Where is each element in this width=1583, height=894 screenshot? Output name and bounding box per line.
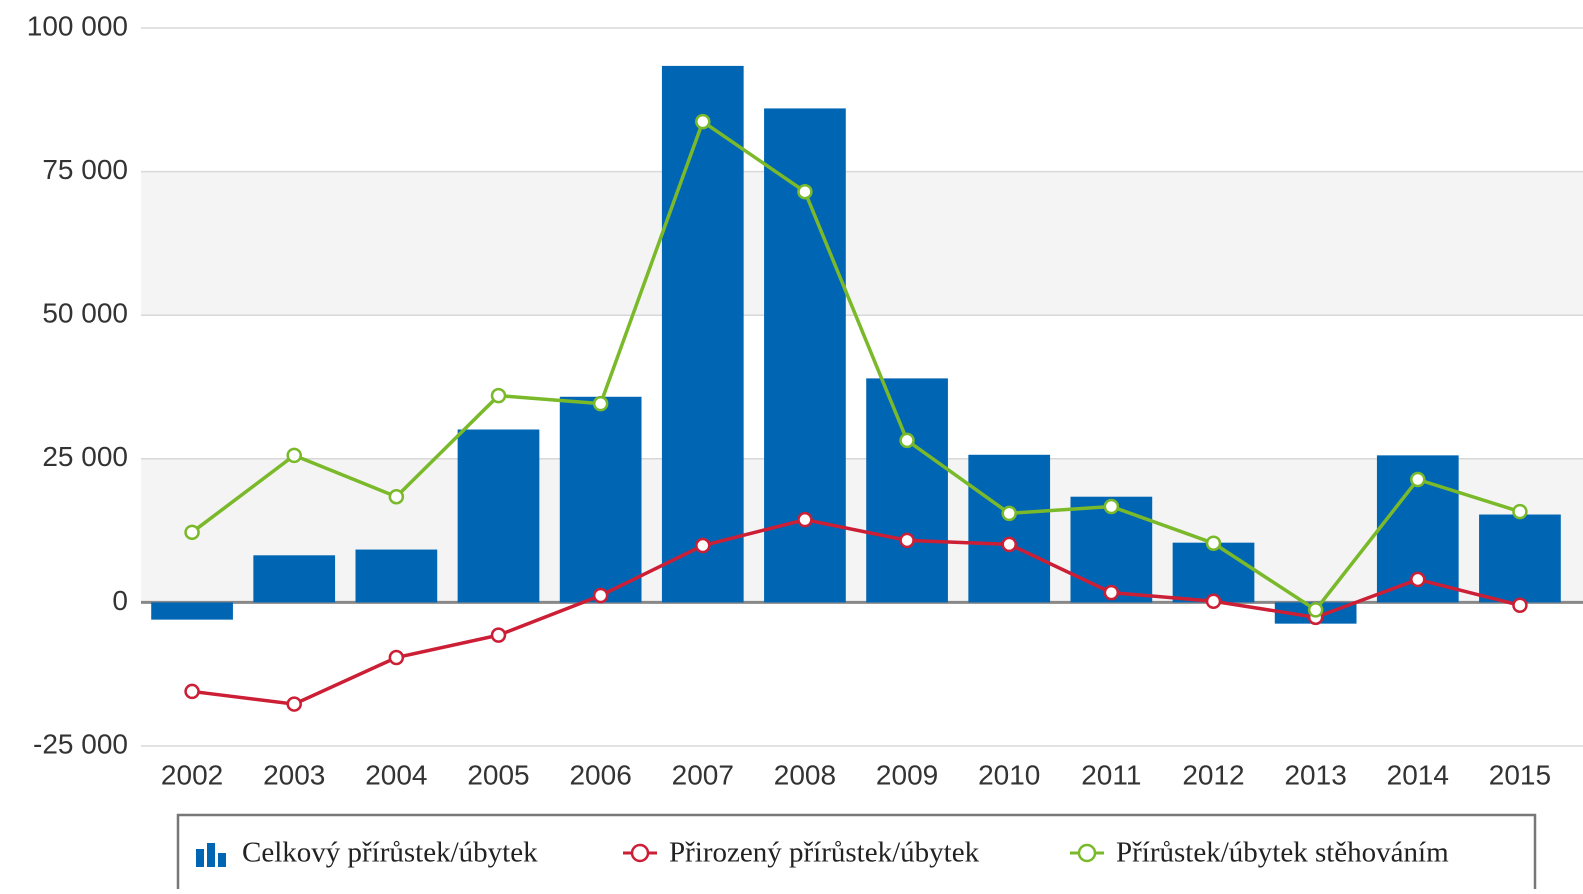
point [1410,471,1426,488]
point [797,183,813,200]
legend-label: Přirozený přírůstek/úbytek [669,837,980,869]
point [1205,535,1222,551]
bar [457,429,540,603]
plot-band [141,171,1583,316]
x-tick-label: 2004 [365,759,427,790]
point [490,627,507,643]
point [286,696,302,712]
line [191,517,1521,706]
point [695,113,711,130]
legend-icon [630,843,650,863]
point [1001,536,1017,553]
point [388,488,405,505]
legend-icon [207,843,215,867]
bar [661,65,744,603]
bar [151,602,233,620]
point [1103,498,1120,515]
x-tick-label: 2014 [1387,759,1449,790]
point [695,537,711,554]
x-tick-label: 2015 [1489,759,1551,790]
point [592,587,609,604]
point [184,524,200,541]
point [1001,505,1017,522]
point [1103,584,1120,601]
legend-label: Přírůstek/úbytek stěhováním [1116,837,1449,869]
point [490,387,507,404]
legend-icon [196,849,204,867]
y-tick-label: 25 000 [42,441,128,472]
bar [1172,542,1255,603]
bar [559,396,642,603]
point [184,683,200,700]
y-tick-label: 75 000 [42,154,128,185]
legend-icon [218,853,226,867]
bar [253,555,336,603]
y-tick-label: 0 [112,585,128,616]
bar [1070,496,1153,603]
x-tick-label: 2013 [1284,759,1346,790]
x-tick-label: 2009 [876,759,938,790]
point [1410,571,1426,588]
point [899,432,915,449]
point [388,649,405,666]
y-tick-label: 100 000 [27,10,128,41]
line [191,118,1521,613]
point [1205,593,1222,610]
x-tick-label: 2006 [569,759,631,790]
x-tick-label: 2003 [263,759,325,790]
x-tick-label: 2010 [978,759,1040,790]
y-tick-label: 50 000 [42,298,128,329]
point [1512,503,1528,520]
point [1307,602,1324,618]
x-tick-label: 2012 [1182,759,1244,790]
x-tick-label: 2011 [1081,759,1141,790]
y-tick-label: -25 000 [33,728,128,759]
legend-icon [1077,843,1097,863]
legend-label: Celkový přírůstek/úbytek [242,837,538,869]
x-tick-label: 2008 [774,759,836,790]
point [286,447,302,464]
point [797,511,813,528]
bar [355,549,438,603]
x-tick-label: 2002 [161,759,223,790]
legend-box [176,813,1537,894]
bar [1479,514,1561,603]
bar [866,378,948,603]
x-tick-label: 2007 [672,759,734,790]
point [1512,597,1528,614]
point [899,532,915,549]
bar [968,454,1051,603]
point [592,395,609,412]
x-tick-label: 2005 [467,759,529,790]
